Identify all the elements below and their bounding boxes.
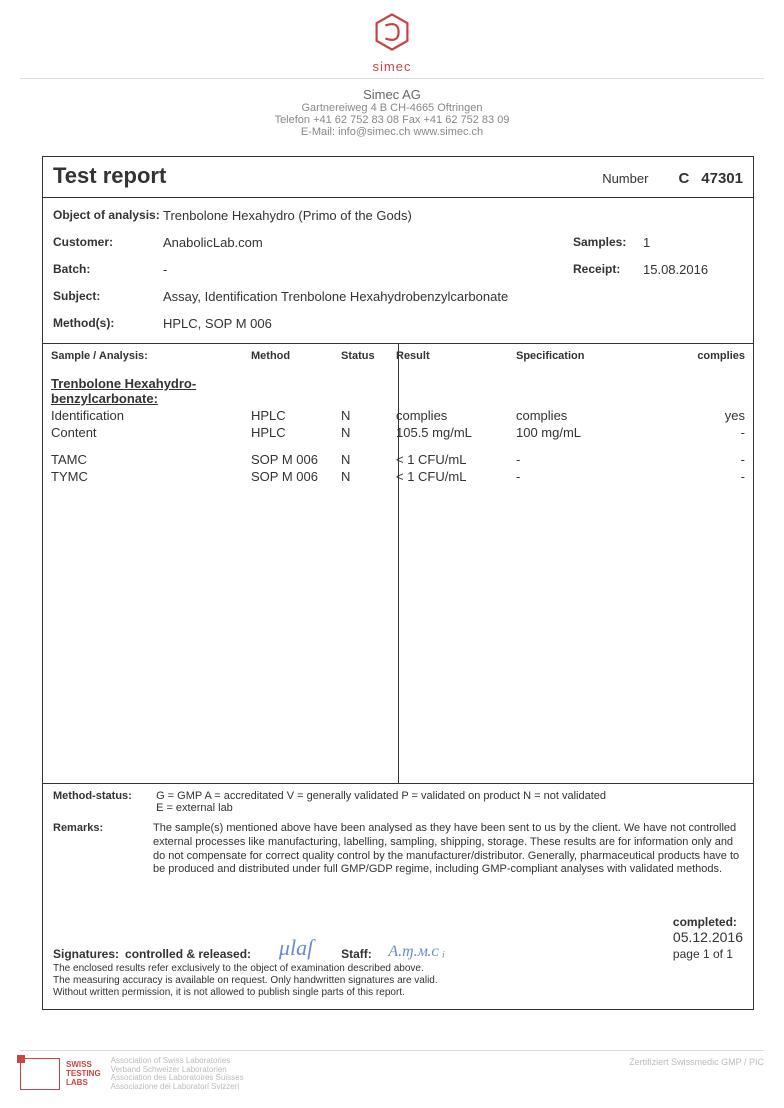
cell-result: 105.5 mg/mL (396, 425, 516, 440)
methods-value: HPLC, SOP M 006 (163, 316, 743, 331)
object-value: Trenbolone Hexahydro (Primo of the Gods) (163, 208, 573, 223)
swiss-labs-desc: Association of Swiss Laboratories Verban… (111, 1057, 244, 1092)
cell-name: Identification (51, 408, 251, 423)
cell-complies: - (646, 469, 745, 484)
cell-spec: complies (516, 408, 646, 423)
signature-row: Signatures: controlled & released: μlaſ … (53, 915, 743, 961)
receipt-label: Receipt: (573, 262, 643, 277)
company-header: Simec AG Gartnereiweg 4 B CH-4665 Oftrin… (0, 87, 784, 138)
cell-spec: - (516, 469, 646, 484)
col-sample: Sample / Analysis: (51, 350, 251, 362)
swiss-labs-text: SWISS TESTING LABS (66, 1061, 101, 1087)
signatures-label: Signatures: (53, 947, 119, 961)
samples-value: 1 (643, 235, 650, 250)
col-method: Method (251, 350, 341, 362)
company-name: Simec AG (0, 87, 784, 102)
hexagon-logo-icon (370, 10, 414, 54)
cell-name: TYMC (51, 469, 251, 484)
number-label: Number (602, 171, 648, 186)
cell-complies: - (646, 452, 745, 467)
company-phone: Telefon +41 62 752 83 08 Fax +41 62 752 … (0, 114, 784, 126)
meta-block: Object of analysis: Trenbolone Hexahydro… (43, 198, 753, 344)
completed-label: completed: (673, 915, 743, 929)
page-footer: SWISS TESTING LABS Association of Swiss … (20, 1050, 764, 1092)
col-complies: complies (646, 350, 745, 362)
object-label: Object of analysis: (53, 208, 163, 223)
method-status-row: Method-status: G = GMP A = accreditated … (53, 790, 743, 814)
certification-text: Zertifiziert Swissmedic GMP / PIC (629, 1057, 764, 1092)
cell-spec: - (516, 452, 646, 467)
remarks-text: The sample(s) mentioned above have been … (153, 822, 743, 877)
cell-method: HPLC (251, 425, 341, 440)
cell-method: SOP M 006 (251, 469, 341, 484)
remarks-label: Remarks: (53, 822, 153, 877)
cell-spec: 100 mg/mL (516, 425, 646, 440)
method-status-legend: G = GMP A = accreditated V = generally v… (156, 790, 716, 814)
report-number: 47301 (701, 170, 743, 187)
analysis-table: Sample / Analysis: Method Status Result … (43, 344, 753, 784)
customer-label: Customer: (53, 235, 163, 250)
signature-mark-icon: A.ɱ.ᴍ.ᴄ ᵢ (372, 943, 462, 961)
cell-status: N (341, 452, 396, 467)
staff-label: Staff: (341, 947, 372, 961)
footer-block: Method-status: G = GMP A = accreditated … (43, 784, 753, 1009)
subject-value: Assay, Identification Trenbolone Hexahyd… (163, 289, 743, 304)
page-indicator: page 1 of 1 (673, 947, 743, 961)
method-status-label: Method-status: (53, 790, 153, 802)
col-spec: Specification (516, 350, 646, 362)
cell-status: N (341, 469, 396, 484)
logo-block: simec (0, 0, 784, 74)
samples-label: Samples: (573, 235, 643, 250)
cell-method: SOP M 006 (251, 452, 341, 467)
swiss-labs-logo: SWISS TESTING LABS Association of Swiss … (20, 1057, 244, 1092)
cell-name: Content (51, 425, 251, 440)
controlled-released-label: controlled & released: (125, 947, 251, 961)
report-title: Test report (53, 163, 602, 189)
cell-result: complies (396, 408, 516, 423)
cell-result: < 1 CFU/mL (396, 469, 516, 484)
divider (20, 78, 764, 79)
remarks-row: Remarks: The sample(s) mentioned above h… (53, 822, 743, 877)
number-prefix: C (678, 170, 689, 187)
company-email: E-Mail: info@simec.ch www.simec.ch (0, 126, 784, 138)
customer-value: AnabolicLab.com (163, 235, 573, 250)
methods-label: Method(s): (53, 316, 163, 331)
cell-complies: yes (646, 408, 745, 423)
cell-result: < 1 CFU/mL (396, 452, 516, 467)
cell-name: TAMC (51, 452, 251, 467)
cell-status: N (341, 425, 396, 440)
table-divider (398, 344, 399, 783)
signature-mark-icon: μlaſ (251, 935, 341, 961)
completed-block: completed: 05.12.2016 page 1 of 1 (673, 915, 743, 961)
title-row: Test report Number C 47301 (43, 157, 753, 198)
company-address: Gartnereiweg 4 B CH-4665 Oftringen (0, 102, 784, 114)
batch-label: Batch: (53, 262, 163, 277)
logo-text: simec (0, 59, 784, 74)
cell-status: N (341, 408, 396, 423)
receipt-value: 15.08.2016 (643, 262, 708, 277)
col-result: Result (396, 350, 516, 362)
swiss-cross-icon (20, 1058, 60, 1090)
report-box: Test report Number C 47301 Object of ana… (42, 156, 754, 1010)
col-status: Status (341, 350, 396, 362)
disclaimer-text: The enclosed results refer exclusively t… (53, 963, 743, 999)
subject-label: Subject: (53, 289, 163, 304)
cell-complies: - (646, 425, 745, 440)
batch-value: - (163, 262, 573, 277)
cell-method: HPLC (251, 408, 341, 423)
completed-date: 05.12.2016 (673, 929, 743, 945)
